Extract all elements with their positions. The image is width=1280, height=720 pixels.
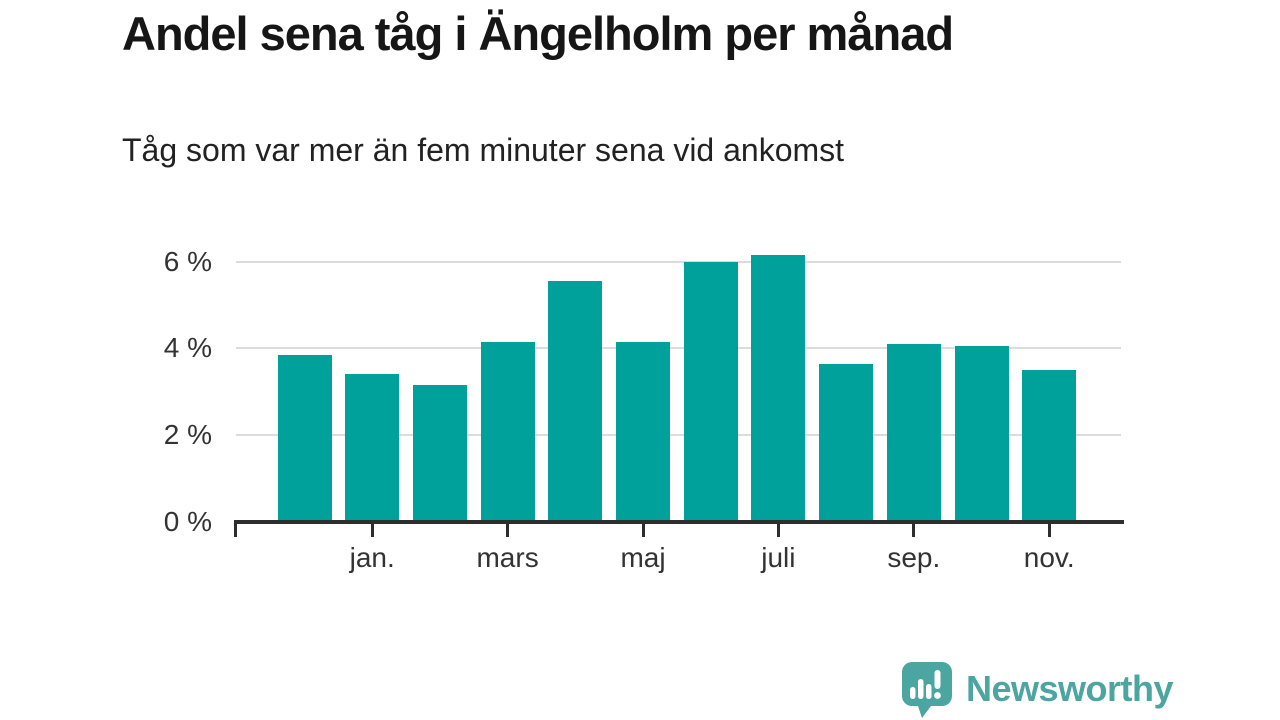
gridline-6pct xyxy=(236,260,1121,263)
x-axis-tick-sep xyxy=(912,524,916,537)
x-axis-tick-maj xyxy=(641,524,645,537)
y-axis-label-6pct: 6 % xyxy=(163,245,212,277)
bar-month-1 xyxy=(345,374,400,522)
x-axis-line xyxy=(234,520,1124,524)
newsworthy-logo-icon xyxy=(902,662,952,718)
y-axis-label-4pct: 4 % xyxy=(163,332,212,364)
bar-month-7 xyxy=(751,255,806,522)
x-axis-label-juli: juli xyxy=(761,542,796,573)
bar-month-2 xyxy=(412,385,467,522)
y-axis-label-2pct: 2 % xyxy=(163,419,212,451)
x-axis-label-mars: mars xyxy=(476,542,539,573)
bar-month-4 xyxy=(548,281,603,522)
bar-month-8 xyxy=(819,363,874,522)
chart-subtitle: Tåg som var mer än fem minuter sena vid … xyxy=(122,132,845,168)
bar-month-5 xyxy=(616,341,670,522)
gridline-2pct xyxy=(236,434,1121,437)
x-axis-label-maj: maj xyxy=(620,542,666,573)
bar-month-6 xyxy=(683,261,738,522)
x-axis-label-nov: nov. xyxy=(1023,542,1075,573)
brand-footer: Newsworthy xyxy=(898,660,1174,718)
x-axis-tick-jan xyxy=(370,524,374,537)
bar-month-10 xyxy=(954,346,1009,522)
brand-name: Newsworthy xyxy=(966,668,1174,709)
x-axis-label-jan: jan. xyxy=(349,542,395,573)
bar-month-11 xyxy=(1022,370,1077,522)
y-axis-label-0pct: 0 % xyxy=(163,506,212,537)
x-axis-tick-nov xyxy=(1047,524,1051,537)
bar-month-9 xyxy=(886,344,941,522)
gridline-4pct xyxy=(236,347,1121,350)
bar-month-0 xyxy=(277,354,332,522)
x-axis-tick-juli xyxy=(776,524,780,537)
x-axis-label-sep: sep. xyxy=(887,542,941,573)
bar-month-3 xyxy=(480,341,535,522)
x-axis-origin-tick xyxy=(234,524,237,537)
x-axis-tick-mars xyxy=(506,524,510,537)
chart-title: Andel sena tåg i Ängelholm per månad xyxy=(122,7,954,60)
